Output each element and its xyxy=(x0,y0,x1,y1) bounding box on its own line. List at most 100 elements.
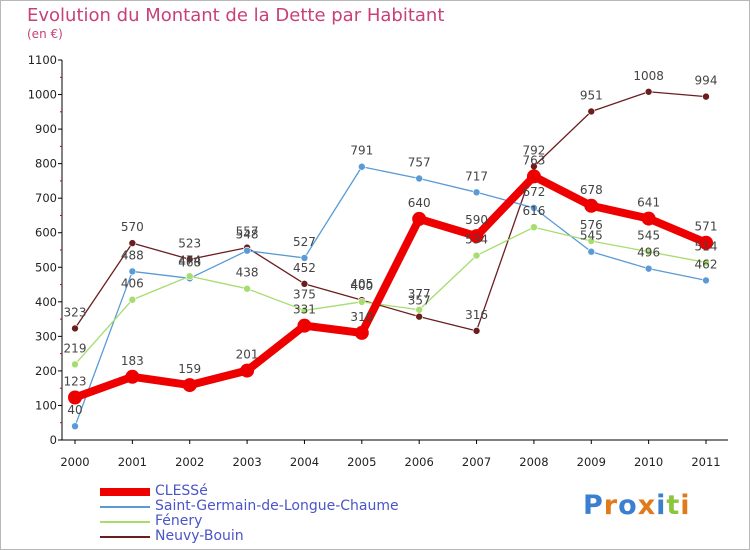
y-tick-label: 1000 xyxy=(28,88,57,102)
legend-label-neuvy-bouin: Neuvy-Bouin xyxy=(155,528,244,544)
x-tick-label: 2001 xyxy=(118,455,147,469)
data-label: 763 xyxy=(522,153,545,167)
data-label: 672 xyxy=(522,185,545,199)
data-label: 534 xyxy=(465,233,488,247)
data-label: 462 xyxy=(695,257,718,271)
y-tick-label: 900 xyxy=(35,122,57,136)
logo-letter: o xyxy=(618,490,638,521)
data-point xyxy=(71,324,79,333)
series-line xyxy=(74,166,707,427)
data-point xyxy=(587,237,596,245)
data-point xyxy=(128,239,137,247)
data-label: 994 xyxy=(695,74,718,88)
data-point xyxy=(699,235,713,250)
data-label: 488 xyxy=(121,248,144,262)
series-line xyxy=(74,91,707,332)
y-tick-label: 500 xyxy=(35,260,57,274)
data-label: 323 xyxy=(64,305,87,319)
y-tick-label: 600 xyxy=(35,226,57,240)
data-label: 159 xyxy=(178,362,201,376)
legend-swatch-fenery xyxy=(100,521,150,523)
x-tick-label: 2002 xyxy=(175,455,204,469)
x-tick-label: 2011 xyxy=(691,455,720,469)
data-label: 310 xyxy=(350,310,373,324)
data-label: 219 xyxy=(64,341,87,355)
data-point xyxy=(71,360,79,369)
data-label: 576 xyxy=(580,218,603,232)
x-tick-label: 2004 xyxy=(290,455,319,469)
series-line xyxy=(74,226,707,365)
data-label: 406 xyxy=(121,277,144,291)
x-tick-label: 2006 xyxy=(405,455,434,469)
legend-label-clesse: CLESSé xyxy=(155,483,208,499)
data-label: 331 xyxy=(293,303,316,317)
proxiti-logo: Proxiti xyxy=(583,490,691,521)
data-label: 316 xyxy=(465,308,488,322)
data-label: 570 xyxy=(121,220,144,234)
data-point xyxy=(185,255,194,264)
data-label: 438 xyxy=(236,266,259,280)
x-tick-label: 2000 xyxy=(60,455,89,469)
data-label: 201 xyxy=(236,348,259,362)
data-label: 496 xyxy=(637,246,660,260)
logo-letter: t xyxy=(666,490,681,521)
data-label: 791 xyxy=(350,144,373,158)
data-label: 792 xyxy=(522,143,545,157)
legend-label-fenery: Fénery xyxy=(155,513,203,529)
data-point xyxy=(358,298,366,306)
chart-subtitle: (en €) xyxy=(27,27,63,41)
logo-letter: i xyxy=(680,490,691,521)
data-point xyxy=(587,107,596,116)
data-label: 545 xyxy=(580,229,603,243)
logo-letter: P xyxy=(583,490,604,521)
data-point xyxy=(412,211,427,226)
data-point xyxy=(644,247,653,256)
data-point xyxy=(702,258,710,267)
x-tick-label: 2005 xyxy=(347,455,376,469)
data-point xyxy=(71,422,79,430)
data-point xyxy=(300,280,309,288)
legend-label-saint-germain: Saint-Germain-de-Longue-Chaume xyxy=(155,498,399,514)
data-label: 40 xyxy=(67,403,82,417)
logo-letter: x xyxy=(637,490,657,521)
data-label: 514 xyxy=(695,239,718,253)
data-point xyxy=(128,295,137,304)
data-point xyxy=(297,318,312,333)
data-label: 468 xyxy=(178,255,201,269)
data-point xyxy=(358,162,366,171)
logo-letter: r xyxy=(603,490,619,521)
data-point xyxy=(587,247,596,256)
data-point xyxy=(243,246,251,255)
data-point xyxy=(641,211,656,226)
data-label: 400 xyxy=(350,279,373,293)
data-label: 571 xyxy=(695,220,718,234)
data-label: 951 xyxy=(580,88,603,102)
series-line xyxy=(71,172,710,402)
data-label: 405 xyxy=(350,277,373,291)
data-label: 452 xyxy=(293,261,316,275)
chart-title: Evolution du Montant de la Dette par Hab… xyxy=(27,5,445,26)
data-label: 548 xyxy=(236,228,259,242)
data-label: 375 xyxy=(293,287,316,301)
data-label: 545 xyxy=(637,229,660,243)
data-point xyxy=(530,223,538,231)
data-label: 757 xyxy=(408,155,431,169)
data-point xyxy=(644,264,653,273)
data-point xyxy=(240,363,255,378)
y-tick-label: 700 xyxy=(35,191,57,205)
data-point xyxy=(354,325,369,340)
x-tick-label: 2007 xyxy=(462,455,491,469)
x-tick-label: 2010 xyxy=(634,455,663,469)
data-point xyxy=(530,204,538,212)
data-point xyxy=(702,92,710,101)
data-point xyxy=(469,229,484,244)
data-label: 641 xyxy=(637,196,660,210)
data-point xyxy=(472,251,481,260)
data-label: 523 xyxy=(178,236,201,250)
data-label: 357 xyxy=(408,294,431,308)
data-point xyxy=(526,169,541,184)
y-tick-label: 0 xyxy=(50,433,57,447)
data-label: 616 xyxy=(522,204,545,218)
data-label: 474 xyxy=(178,253,201,267)
